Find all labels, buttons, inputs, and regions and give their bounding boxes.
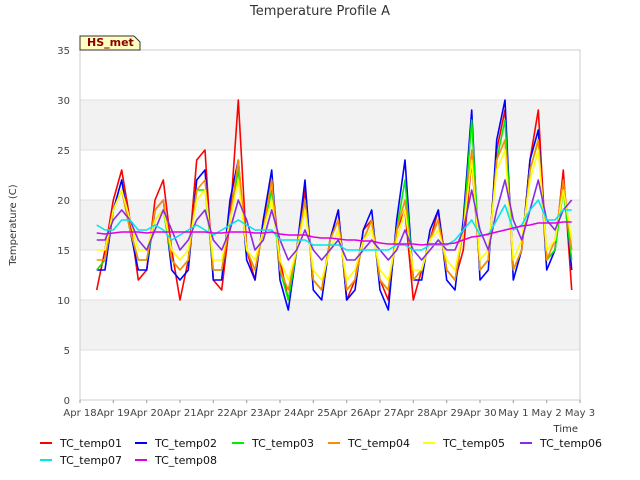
station-badge: HS_met bbox=[79, 35, 141, 51]
x-tick-label: Apr 18 bbox=[63, 408, 96, 419]
x-tick-label: Apr 26 bbox=[330, 408, 363, 419]
legend-item-tc-temp08: TC_temp08 bbox=[135, 454, 217, 467]
y-tick-label: 5 bbox=[64, 346, 70, 357]
x-tick-label: Apr 19 bbox=[97, 408, 130, 419]
grid-band bbox=[80, 300, 580, 350]
legend-label: TC_temp05 bbox=[442, 437, 505, 450]
legend-item-tc-temp05: TC_temp05 bbox=[423, 437, 505, 450]
x-tick-label: Apr 24 bbox=[263, 408, 296, 419]
y-tick-label: 35 bbox=[57, 46, 70, 57]
legend-label: TC_temp06 bbox=[539, 437, 602, 450]
y-tick-label: 15 bbox=[57, 246, 70, 257]
y-tick-label: 20 bbox=[57, 196, 70, 207]
y-tick-label: 0 bbox=[64, 396, 70, 407]
x-tick-label: Apr 29 bbox=[430, 408, 463, 419]
grid-band bbox=[80, 50, 580, 100]
legend-label: TC_temp04 bbox=[347, 437, 410, 450]
y-tick-label: 30 bbox=[57, 96, 70, 107]
x-tick-label: May 1 bbox=[498, 408, 528, 419]
x-axis-ticks: Apr 18 Apr 19 Apr 20 Apr 21 Apr 22 Apr 23 Apr … bbox=[63, 400, 595, 419]
legend-item-tc-temp04: TC_temp04 bbox=[328, 437, 410, 450]
legend-label: TC_temp02 bbox=[154, 437, 217, 450]
x-tick-label: Apr 30 bbox=[463, 408, 496, 419]
x-tick-label: May 3 bbox=[565, 408, 595, 419]
legend: TC_temp01 TC_temp02 TC_temp03 TC_temp04 TC_t… bbox=[40, 437, 602, 467]
x-tick-label: May 2 bbox=[532, 408, 562, 419]
x-tick-label: Apr 21 bbox=[163, 408, 196, 419]
legend-label: TC_temp03 bbox=[251, 437, 314, 450]
x-tick-label: Apr 22 bbox=[197, 408, 230, 419]
chart-title: Temperature Profile A bbox=[249, 4, 390, 19]
series-lines bbox=[95, 99, 573, 311]
legend-label: TC_temp01 bbox=[59, 437, 122, 450]
x-axis-label: Time bbox=[553, 424, 578, 435]
series-line-tc-temp07 bbox=[96, 199, 572, 251]
legend-label: TC_temp08 bbox=[154, 454, 217, 467]
legend-item-tc-temp02: TC_temp02 bbox=[135, 437, 217, 450]
y-axis-label: Temperature (C) bbox=[8, 184, 19, 266]
y-tick-label: 10 bbox=[57, 296, 70, 307]
legend-item-tc-temp03: TC_temp03 bbox=[232, 437, 314, 450]
series-line-tc-temp08 bbox=[96, 221, 572, 246]
x-tick-label: Apr 27 bbox=[363, 408, 396, 419]
plot-frame bbox=[79, 49, 581, 401]
x-tick-label: Apr 28 bbox=[397, 408, 430, 419]
y-tick-label: 25 bbox=[57, 146, 70, 157]
x-tick-label: Apr 20 bbox=[130, 408, 163, 419]
grid-band bbox=[80, 350, 580, 400]
legend-item-tc-temp07: TC_temp07 bbox=[40, 454, 122, 467]
x-tick-label: Apr 25 bbox=[297, 408, 330, 419]
series-line-tc-temp05 bbox=[96, 149, 573, 281]
y-axis-ticks: 0 5 10 15 20 25 30 35 bbox=[57, 46, 70, 407]
grid-band bbox=[80, 250, 580, 300]
station-badge-label: HS_met bbox=[87, 36, 134, 49]
x-tick-label: Apr 23 bbox=[230, 408, 263, 419]
legend-item-tc-temp06: TC_temp06 bbox=[520, 437, 602, 450]
legend-item-tc-temp01: TC_temp01 bbox=[40, 437, 122, 450]
legend-label: TC_temp07 bbox=[59, 454, 122, 467]
